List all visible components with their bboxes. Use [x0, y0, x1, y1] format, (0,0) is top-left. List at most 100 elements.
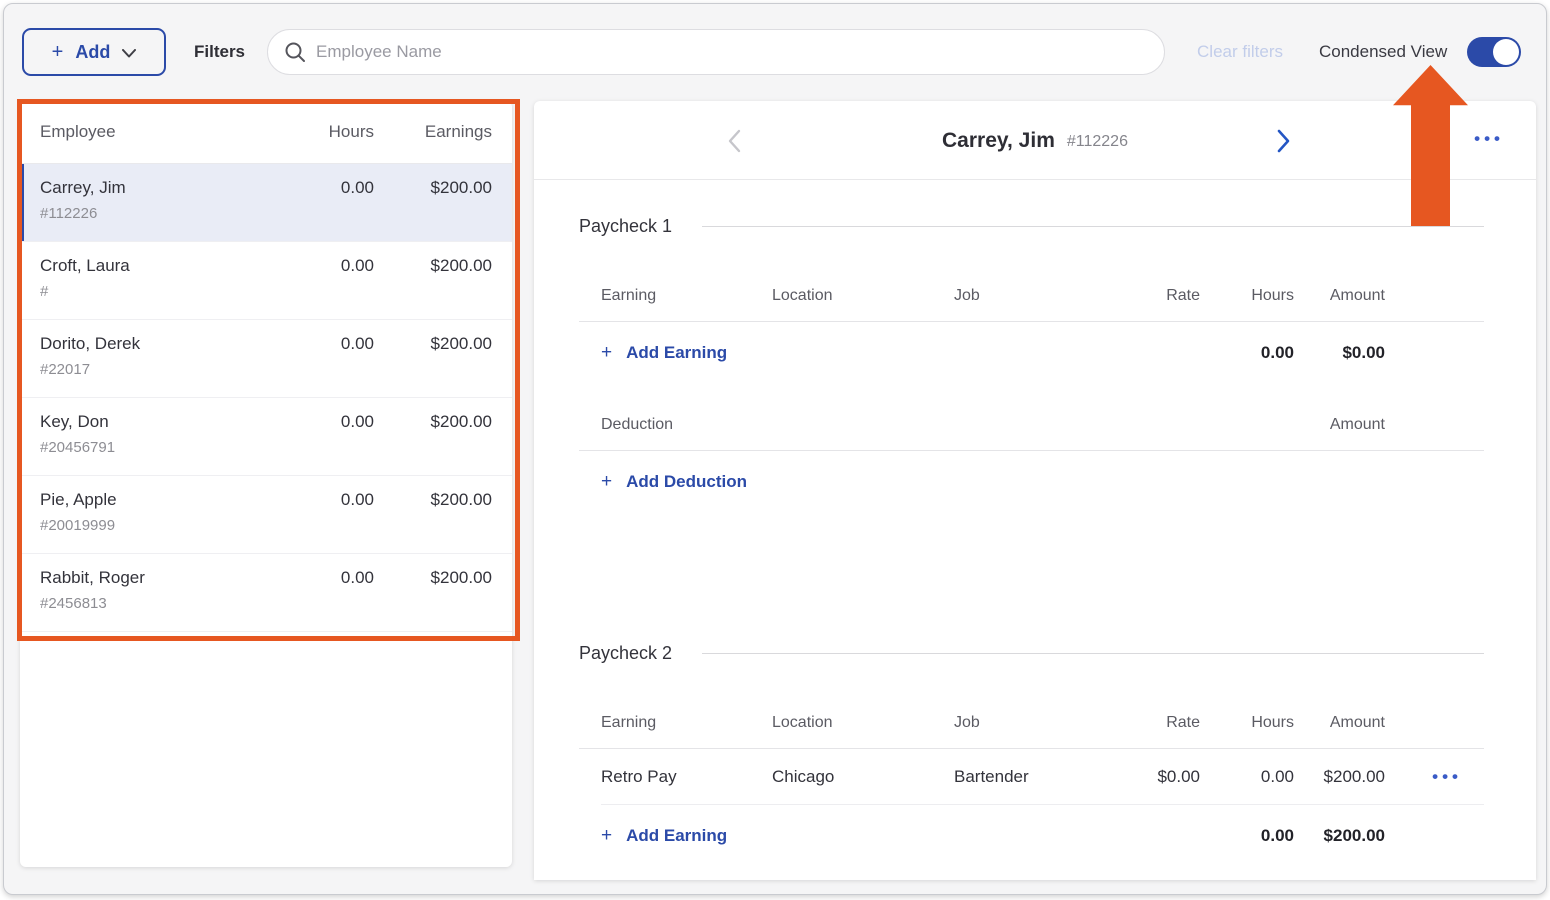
employee-id: #20456791 — [40, 439, 284, 456]
column-employee: Employee — [40, 122, 284, 142]
paycheck-detail-panel: Carrey, Jim #112226 ••• Paycheck 1 Earni… — [534, 101, 1536, 880]
employee-earnings: $200.00 — [374, 334, 492, 354]
employee-id: #22017 — [40, 361, 284, 378]
column-deduction-amount: Amount — [1294, 416, 1385, 434]
paycheck-1-earning-table: Earning Location Job Rate Hours Amount +… — [601, 281, 1484, 384]
add-button[interactable]: + Add — [22, 28, 166, 76]
employee-name: Carrey, Jim — [40, 178, 284, 198]
chevron-down-icon — [122, 49, 136, 58]
column-location: Location — [772, 287, 954, 305]
column-earning: Earning — [601, 287, 772, 305]
paycheck-1-total-amount: $0.00 — [1294, 343, 1385, 363]
paycheck-2-total-hours: 0.00 — [1200, 826, 1294, 846]
employee-hours: 0.00 — [284, 334, 374, 354]
employee-earnings: $200.00 — [374, 412, 492, 432]
paycheck-2-section: Paycheck 2 Earning Location Job Rate Hou… — [534, 513, 1536, 867]
chevron-right-icon — [1277, 129, 1291, 153]
employee-id: # — [40, 283, 284, 300]
add-deduction-label: Add Deduction — [626, 472, 747, 492]
employee-id: #2456813 — [40, 595, 284, 612]
employee-row-dorito-derek[interactable]: Dorito, Derek #22017 0.00 $200.00 — [20, 320, 512, 398]
column-hours: Hours — [1200, 714, 1294, 732]
paycheck-2-total-amount: $200.00 — [1294, 826, 1385, 846]
employee-row-rabbit-roger[interactable]: Rabbit, Roger #2456813 0.00 $200.00 — [20, 554, 512, 632]
employee-earnings: $200.00 — [374, 256, 492, 276]
divider — [702, 226, 1484, 227]
plus-icon: + — [52, 41, 64, 64]
paycheck-2-earning-footer: + Add Earning 0.00 $200.00 — [601, 805, 1484, 867]
paycheck-1-deduction-footer: + Add Deduction — [601, 451, 1484, 513]
column-rate: Rate — [1106, 714, 1200, 732]
employee-list-header: Employee Hours Earnings — [20, 101, 512, 164]
earning-job: Bartender — [954, 767, 1106, 787]
earning-rate: $0.00 — [1106, 767, 1200, 787]
employee-earnings: $200.00 — [374, 178, 492, 198]
condensed-view-toggle[interactable] — [1467, 37, 1521, 67]
plus-icon: + — [601, 825, 612, 847]
add-deduction-button[interactable]: + Add Deduction — [601, 471, 1106, 493]
add-button-label: Add — [75, 42, 110, 63]
paycheck-2-earning-table: Earning Location Job Rate Hours Amount R… — [601, 708, 1484, 867]
add-earning-label: Add Earning — [626, 826, 727, 846]
search-icon — [284, 41, 306, 63]
employee-earnings: $200.00 — [374, 490, 492, 510]
detail-employee-id: #112226 — [1067, 130, 1128, 151]
earning-table-header: Earning Location Job Rate Hours Amount — [601, 708, 1484, 738]
paycheck-2-title: Paycheck 2 — [579, 643, 672, 664]
earning-table-header: Earning Location Job Rate Hours Amount — [601, 281, 1484, 311]
paycheck-1-total-hours: 0.00 — [1200, 343, 1294, 363]
plus-icon: + — [601, 342, 612, 364]
detail-overflow-menu-button[interactable]: ••• — [1474, 129, 1504, 149]
column-amount: Amount — [1294, 287, 1385, 305]
employee-row-pie-apple[interactable]: Pie, Apple #20019999 0.00 $200.00 — [20, 476, 512, 554]
column-earning: Earning — [601, 714, 772, 732]
earning-hours: 0.00 — [1200, 767, 1294, 787]
detail-title: Carrey, Jim #112226 — [534, 101, 1536, 180]
paycheck-1-title: Paycheck 1 — [579, 216, 672, 237]
column-hours: Hours — [1200, 287, 1294, 305]
paycheck-1-section: Paycheck 1 Earning Location Job Rate Hou… — [534, 180, 1536, 513]
employee-row-carrey-jim[interactable]: Carrey, Jim #112226 0.00 $200.00 — [20, 164, 512, 242]
deduction-table-header: Deduction Amount — [601, 410, 1484, 440]
filters-label: Filters — [194, 42, 245, 62]
column-job: Job — [954, 714, 1106, 732]
search-input[interactable] — [316, 42, 1148, 62]
employee-hours: 0.00 — [284, 490, 374, 510]
add-earning-label: Add Earning — [626, 343, 727, 363]
column-earnings: Earnings — [374, 122, 492, 142]
divider — [702, 653, 1484, 654]
employee-hours: 0.00 — [284, 412, 374, 432]
earning-location: Chicago — [772, 767, 954, 787]
employee-list-panel: Employee Hours Earnings Carrey, Jim #112… — [20, 101, 512, 867]
add-earning-button[interactable]: + Add Earning — [601, 825, 1106, 847]
employee-name: Croft, Laura — [40, 256, 284, 276]
paycheck-2-title-row: Paycheck 2 — [579, 643, 1484, 664]
paycheck-1-earning-footer: + Add Earning 0.00 $0.00 — [601, 322, 1484, 384]
detail-header: Carrey, Jim #112226 ••• — [534, 101, 1536, 180]
employee-name: Rabbit, Roger — [40, 568, 284, 588]
earning-row-menu-button[interactable]: ••• — [1385, 767, 1484, 787]
earning-name: Retro Pay — [601, 767, 772, 787]
toggle-knob — [1493, 39, 1519, 65]
condensed-view-label: Condensed View — [1319, 42, 1447, 62]
employee-id: #20019999 — [40, 517, 284, 534]
app-window: + Add Filters Clear filters Condensed Vi… — [3, 3, 1547, 895]
top-toolbar: + Add Filters Clear filters Condensed Vi… — [4, 4, 1546, 100]
clear-filters-button[interactable]: Clear filters — [1197, 42, 1283, 62]
search-field[interactable] — [267, 29, 1165, 75]
earning-row-retro-pay: Retro Pay Chicago Bartender $0.00 0.00 $… — [601, 749, 1484, 805]
next-employee-button[interactable] — [1266, 123, 1302, 159]
column-amount: Amount — [1294, 714, 1385, 732]
detail-employee-name: Carrey, Jim — [942, 129, 1055, 153]
add-earning-button[interactable]: + Add Earning — [601, 342, 1106, 364]
employee-earnings: $200.00 — [374, 568, 492, 588]
employee-row-key-don[interactable]: Key, Don #20456791 0.00 $200.00 — [20, 398, 512, 476]
paycheck-1-deduction-table: Deduction Amount + Add Deduction — [601, 410, 1484, 513]
column-deduction: Deduction — [601, 416, 1106, 434]
employee-row-croft-laura[interactable]: Croft, Laura # 0.00 $200.00 — [20, 242, 512, 320]
employee-name: Pie, Apple — [40, 490, 284, 510]
column-location: Location — [772, 714, 954, 732]
column-rate: Rate — [1106, 287, 1200, 305]
employee-hours: 0.00 — [284, 178, 374, 198]
employee-name: Key, Don — [40, 412, 284, 432]
